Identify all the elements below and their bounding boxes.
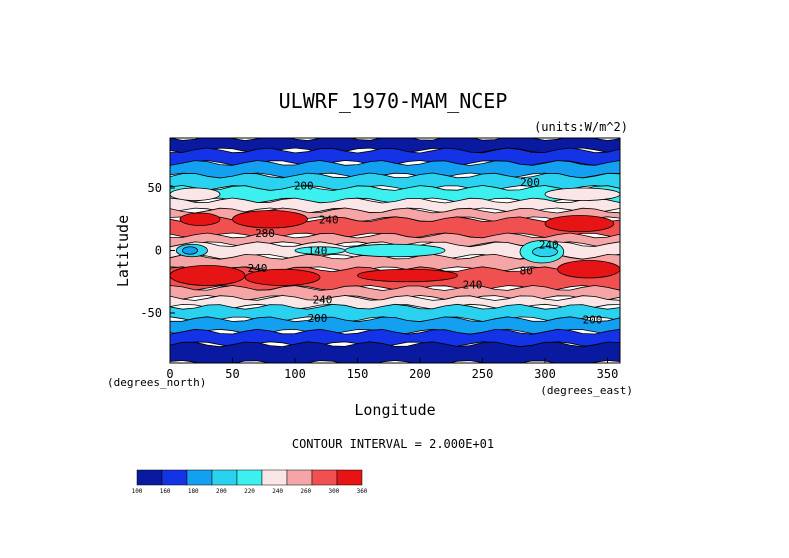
y-tick-label: -50 xyxy=(140,306,162,320)
colorbar-tick-label: 200 xyxy=(216,488,227,495)
colorbar-tick-label: 360 xyxy=(357,488,368,495)
y-axis-label: Latitude xyxy=(114,215,132,287)
contour-label: 240 xyxy=(319,213,339,226)
contour-feature xyxy=(170,265,246,286)
contour-feature xyxy=(544,215,615,233)
y-unit-note: (degrees_north) xyxy=(107,376,206,389)
units-label: (units:W/m^2) xyxy=(534,120,628,134)
colorbar-tick-label: 180 xyxy=(188,488,199,495)
contour-labels: 200 200 240 240 280 240 240 240 200 200 140 80 xyxy=(248,176,603,327)
chart-title: ULWRF_1970-MAM_NCEP xyxy=(279,89,508,113)
contour-feature xyxy=(182,246,198,255)
contour-feature xyxy=(532,246,558,258)
contour-band xyxy=(170,341,620,363)
contour-label: 240 xyxy=(248,262,268,275)
contour-label: 240 xyxy=(539,238,559,251)
x-tick-label: 150 xyxy=(347,367,369,381)
contour-feature xyxy=(344,243,446,258)
contour-label: 240 xyxy=(463,278,483,291)
plot-area xyxy=(170,138,620,363)
contour-feature xyxy=(232,210,308,229)
contour-interval-text: CONTOUR INTERVAL = 2.000E+01 xyxy=(292,437,494,451)
colorbar-swatch xyxy=(336,469,363,486)
colorbar-tick-label: 300 xyxy=(328,488,339,495)
contour-label: 240 xyxy=(313,293,333,306)
contour-feature xyxy=(357,268,458,283)
colorbar: 100 160 180 200 220 240 260 300 360 xyxy=(132,469,368,495)
colorbar-swatch xyxy=(211,469,238,486)
colorbar-swatch xyxy=(236,469,263,486)
contour-feature xyxy=(544,187,620,201)
contour-feature xyxy=(179,212,221,226)
colorbar-swatch xyxy=(186,469,213,486)
colorbar-swatch xyxy=(286,469,313,486)
contour-feature xyxy=(294,246,346,255)
colorbar-tick-label: 220 xyxy=(244,488,255,495)
colorbar-tick-label: 240 xyxy=(272,488,283,495)
colorbar-swatch xyxy=(311,469,338,486)
contour-feature xyxy=(557,260,620,279)
y-axis: 50 0 -50 xyxy=(140,181,175,320)
colorbar-tick-label: 160 xyxy=(160,488,171,495)
x-tick-label: 50 xyxy=(225,367,239,381)
x-tick-label: 350 xyxy=(597,367,619,381)
x-tick-label: 200 xyxy=(409,367,431,381)
y-tick-label: 50 xyxy=(148,181,162,195)
colorbar-swatch xyxy=(136,469,163,486)
y-tick-label: 0 xyxy=(155,244,162,258)
contour-label: 140 xyxy=(308,245,328,258)
colorbar-tick-label: 260 xyxy=(300,488,311,495)
contour-label: 200 xyxy=(294,180,314,193)
contour-feature xyxy=(170,187,221,201)
contour-label: 200 xyxy=(308,312,328,325)
contour-band xyxy=(170,138,620,154)
contour-label: 200 xyxy=(583,313,603,326)
contour-label: 280 xyxy=(255,227,275,240)
x-tick-label: 250 xyxy=(472,367,494,381)
contour-feature xyxy=(244,268,321,286)
colorbar-swatch xyxy=(161,469,188,486)
contour-band xyxy=(170,253,620,273)
contour-band xyxy=(170,172,620,191)
contour-label: 80 xyxy=(520,265,533,278)
contour-label: 200 xyxy=(520,176,540,189)
colorbar-swatch xyxy=(261,469,288,486)
x-axis: 0 50 100 150 200 250 300 350 xyxy=(166,358,618,381)
x-axis-label: Longitude xyxy=(354,401,435,419)
colorbar-tick-label: 100 xyxy=(132,488,143,495)
x-tick-label: 0 xyxy=(166,367,173,381)
x-unit-note: (degrees_east) xyxy=(540,384,633,397)
x-tick-label: 100 xyxy=(284,367,306,381)
x-tick-label: 300 xyxy=(534,367,556,381)
